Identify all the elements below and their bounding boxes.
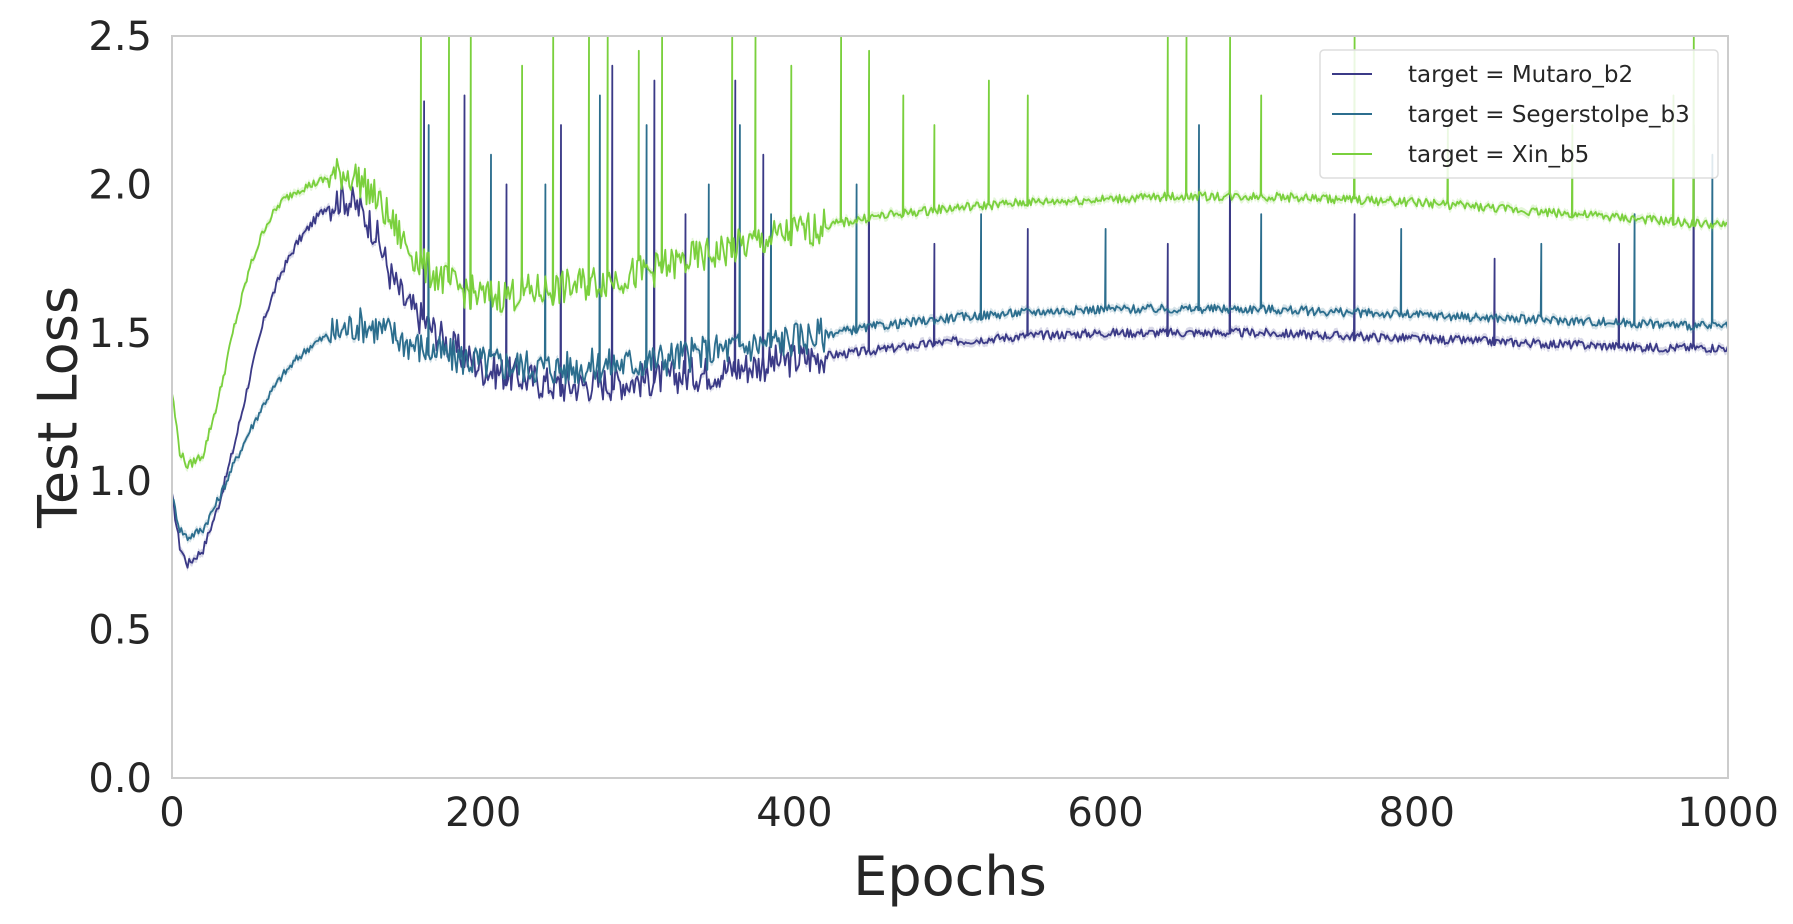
y-axis-title: Test Loss (27, 286, 90, 529)
x-tick-label: 200 (445, 790, 521, 836)
x-tick-label: 400 (756, 790, 832, 836)
series-3 (172, 36, 1728, 473)
series-2 (172, 91, 1728, 545)
y-tick-label: 2.0 (88, 162, 152, 208)
series-layer (172, 36, 1728, 572)
legend-label: target = Xin_b5 (1408, 142, 1589, 168)
x-tick-label: 0 (159, 790, 184, 836)
x-tick-label: 800 (1379, 790, 1455, 836)
y-tick-labels: 0.0 0.5 1.0 1.5 2.0 2.5 (88, 14, 152, 802)
y-tick-label: 0.0 (88, 756, 152, 802)
y-tick-label: 0.5 (88, 608, 152, 654)
x-axis-title: Epochs (853, 845, 1046, 908)
series-line (172, 36, 1728, 470)
series-line (172, 94, 1728, 542)
x-tick-label: 1000 (1677, 790, 1779, 836)
legend-box (1319, 49, 1719, 179)
legend-label: target = Mutaro_b2 (1408, 62, 1633, 88)
y-tick-label: 1.0 (88, 459, 152, 505)
y-tick-label: 2.5 (88, 14, 152, 60)
legend-label: target = Segerstolpe_b3 (1408, 102, 1690, 128)
x-tick-labels: 0 200 400 600 800 1000 (159, 790, 1779, 836)
plot-frame (171, 35, 1729, 779)
y-tick-label: 1.5 (88, 311, 152, 357)
x-tick-label: 600 (1067, 790, 1143, 836)
